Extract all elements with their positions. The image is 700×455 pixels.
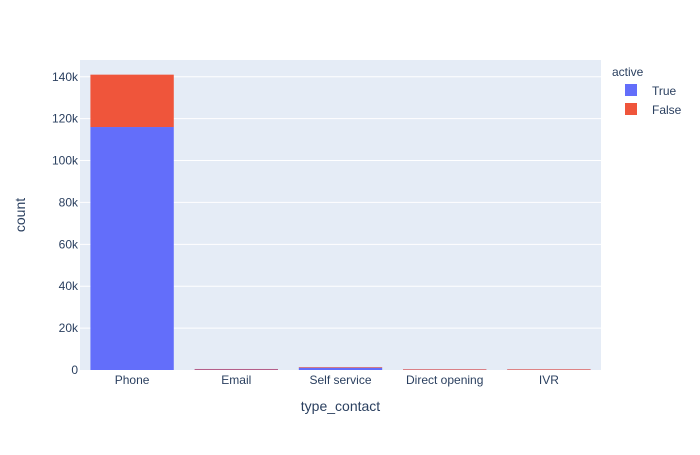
bar-true-self-service	[298, 367, 383, 370]
bars	[90, 74, 591, 370]
legend-label-true: True	[652, 84, 677, 98]
bar-true-email	[194, 369, 278, 370]
x-tick-label: Self service	[309, 373, 371, 387]
y-tick-label: 40k	[59, 279, 79, 293]
bar-false-direct-opening	[403, 369, 487, 370]
y-axis-title: count	[12, 198, 28, 232]
bar-true-phone	[90, 127, 174, 370]
x-tick-label: IVR	[539, 373, 559, 387]
legend: active True False	[612, 65, 682, 117]
y-tick-label: 60k	[59, 237, 79, 251]
legend-label-false: False	[652, 103, 682, 117]
y-tick-label: 80k	[59, 195, 79, 209]
bar-false-ivr	[507, 369, 591, 370]
legend-title: active	[612, 65, 644, 79]
legend-swatch-true	[625, 84, 637, 96]
y-axis-ticks: 0 20k 40k 60k 80k 100k 120k 140k	[52, 70, 79, 377]
x-tick-label: Phone	[115, 373, 150, 387]
bar-false-phone	[90, 74, 174, 128]
y-tick-label: 0	[71, 363, 78, 377]
y-tick-label: 20k	[59, 321, 79, 335]
legend-item-false[interactable]: False	[625, 103, 682, 117]
y-tick-label: 100k	[52, 154, 79, 168]
bar-false-email	[194, 368, 278, 370]
x-tick-label: Email	[221, 373, 251, 387]
legend-swatch-false	[625, 103, 637, 115]
bar-false-self-service	[298, 367, 383, 368]
x-tick-label: Direct opening	[406, 373, 483, 387]
legend-item-true[interactable]: True	[625, 84, 677, 98]
x-axis-ticks: Phone Email Self service Direct opening IVR	[115, 373, 559, 387]
y-tick-label: 120k	[52, 112, 79, 126]
y-tick-label: 140k	[52, 70, 79, 84]
x-axis-title: type_contact	[301, 398, 380, 414]
